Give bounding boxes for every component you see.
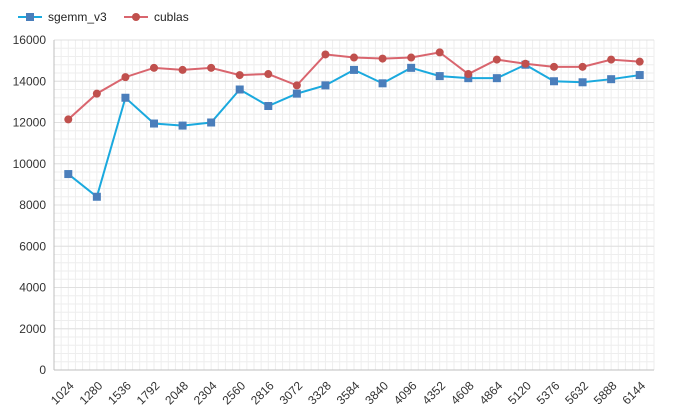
y-tick-label: 8000 [19,198,46,212]
legend-label: cublas [154,10,189,24]
y-tick-label: 2000 [19,322,46,336]
data-point [92,89,101,98]
x-tick-label: 2816 [248,378,277,407]
x-tick-label: 2304 [191,378,220,407]
x-tick-label: 3328 [305,378,334,407]
x-tick-label: 1536 [105,378,134,407]
x-tick-label: 4864 [477,378,506,407]
data-point [92,192,101,201]
data-point [150,119,158,128]
data-point [635,71,644,80]
x-tick-label: 6144 [619,378,648,407]
x-tick-label: 1792 [134,378,163,407]
legend-marker [26,13,34,21]
data-point [321,81,330,90]
data-point [264,70,273,79]
data-point [321,50,330,59]
x-tick-label: 4352 [419,378,448,407]
data-point [64,115,73,124]
data-point [150,63,158,72]
x-tick-label: 3584 [334,378,363,407]
data-point [235,71,244,80]
y-tick-label: 10000 [13,157,47,171]
data-point [492,55,501,64]
y-axis-tick-labels: 0 2000 4000 6000 8000 10000 12000 14000 16000 [13,33,47,377]
y-tick-label: 16000 [13,33,47,47]
data-point [607,55,616,64]
grid-lines [53,39,655,371]
x-axis-tick-labels: 1024 1280 1536 1792 2048 2304 2560 2816 3072 3328… [48,378,648,407]
x-tick-label: 3072 [277,378,306,407]
data-point [464,74,473,83]
data-point [350,65,358,74]
data-point [292,89,301,98]
data-point [121,93,130,102]
data-point [550,62,558,71]
series-layer [64,48,644,201]
axes [53,40,654,371]
data-point [292,81,301,90]
x-tick-label: 3840 [362,378,391,407]
x-tick-label: 2048 [162,378,191,407]
data-point [578,78,587,87]
data-point [407,63,416,72]
data-point [178,65,187,74]
data-point [350,53,358,62]
data-point [121,73,130,82]
legend-item-cublas: cublas [124,10,189,24]
x-tick-label: 2560 [219,378,248,407]
data-point [207,63,216,72]
data-point [521,59,530,68]
legend-label: sgemm_v3 [48,10,107,24]
data-point [578,62,587,71]
y-tick-label: 4000 [19,281,46,295]
legend-marker [132,13,140,21]
data-point [635,57,644,66]
x-tick-label: 4608 [448,378,477,407]
x-tick-label: 1280 [77,378,106,407]
data-point [464,70,473,79]
data-point [407,53,416,62]
data-point [207,118,216,127]
series-cublas [64,48,644,124]
y-tick-label: 6000 [19,239,46,253]
data-point [264,102,273,110]
data-point [435,72,444,81]
x-tick-label: 5120 [505,378,534,407]
legend: sgemm_v3 cublas [18,10,189,24]
x-tick-label: 1024 [48,378,77,407]
data-point [378,54,387,63]
data-point [378,79,387,88]
data-point [178,121,187,130]
x-tick-label: 4096 [391,378,420,407]
data-point [550,77,558,86]
data-point [607,75,616,84]
x-tick-label: 5376 [534,378,563,407]
legend-item-sgemm_v3: sgemm_v3 [18,10,107,24]
data-point [64,170,73,179]
y-tick-label: 14000 [13,74,47,88]
data-point [235,85,244,94]
data-point [492,74,501,83]
x-tick-label: 5632 [562,378,591,407]
x-tick-label: 5888 [591,378,620,407]
y-tick-label: 12000 [13,116,47,130]
data-point [435,48,444,57]
y-tick-label: 0 [39,363,46,377]
